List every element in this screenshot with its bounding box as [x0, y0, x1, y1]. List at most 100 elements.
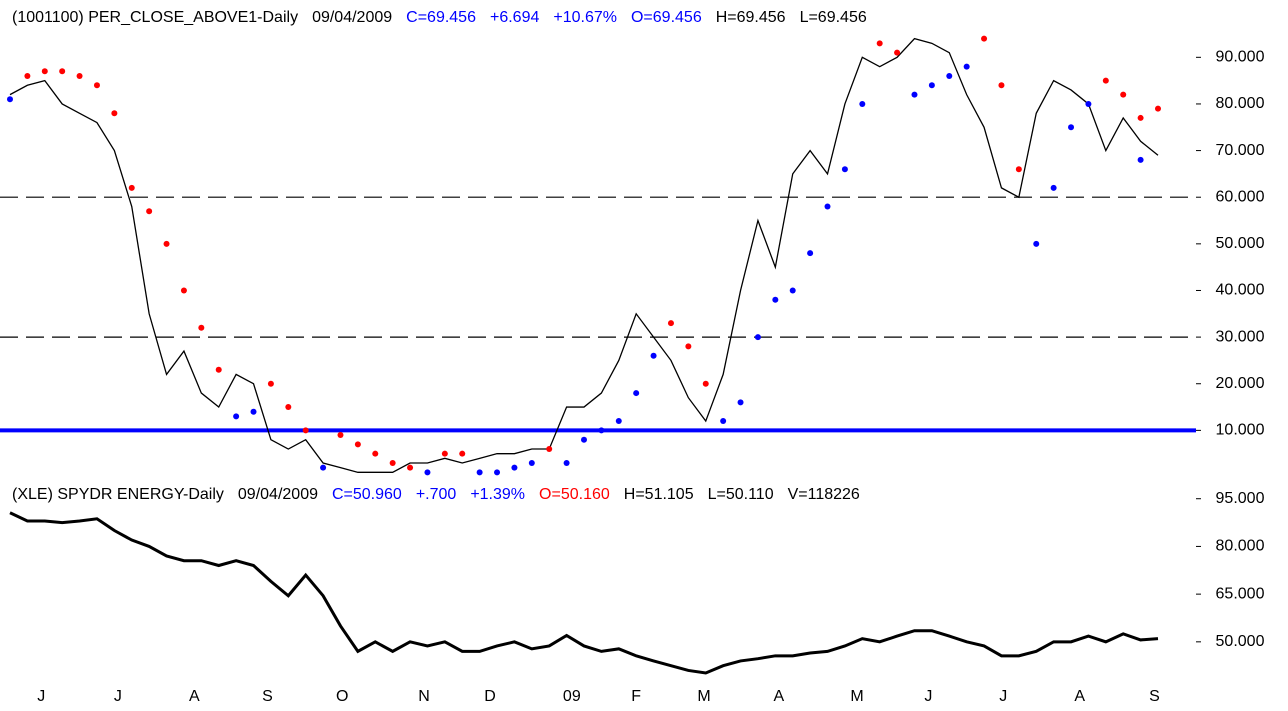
sar-dot: [459, 450, 466, 457]
x-tick-label: F: [631, 688, 641, 705]
price-line: [9, 511, 1159, 675]
header-item: L=69.456: [800, 9, 867, 26]
sar-dot: [928, 82, 935, 89]
sar-dot: [198, 324, 205, 331]
x-tick-label: M: [850, 688, 863, 705]
sar-dot: [667, 320, 674, 327]
header-item: C=69.456: [406, 9, 476, 26]
header-item: +10.67%: [553, 9, 617, 26]
sar-dot: [998, 82, 1005, 89]
sar-dot: [737, 399, 744, 406]
price-line: [9, 37, 1159, 473]
header-item: H=51.105: [624, 486, 694, 503]
header-item: 09/04/2009: [312, 9, 392, 26]
sar-dot: [824, 203, 831, 210]
x-tick-label: A: [189, 688, 200, 705]
sar-dot: [702, 380, 709, 387]
sar-dot: [372, 450, 379, 457]
sar-dot: [650, 352, 657, 359]
sar-dot: [946, 72, 953, 79]
x-tick-label: O: [336, 688, 348, 705]
sar-dot: [911, 91, 918, 98]
header-item: O=69.456: [631, 9, 702, 26]
y-tick-label: 50.000: [1216, 235, 1265, 252]
header-item: O=50.160: [539, 486, 610, 503]
sar-dot: [180, 287, 187, 294]
sar-dot: [233, 413, 240, 420]
sar-dot: [720, 418, 727, 425]
sar-dot: [1102, 77, 1109, 84]
y-tick-label: 70.000: [1216, 142, 1265, 159]
sar-dot: [320, 464, 327, 471]
sar-dot: [389, 460, 396, 467]
sar-dot: [807, 250, 814, 257]
x-tick-label: N: [418, 688, 430, 705]
sar-dot: [528, 460, 535, 467]
sar-dot: [441, 450, 448, 457]
y-tick-label: 10.000: [1216, 422, 1265, 439]
y-tick-label: 80.000: [1216, 95, 1265, 112]
header-item: H=69.456: [716, 9, 786, 26]
sar-dot: [894, 49, 901, 56]
sar-dot: [407, 464, 414, 471]
x-tick-label: S: [1149, 688, 1160, 705]
sar-dot: [93, 82, 100, 89]
sar-dot: [24, 72, 31, 79]
header-item: +6.694: [490, 9, 539, 26]
chart-header: (1001100) PER_CLOSE_ABOVE1-Daily 09/04/20…: [12, 9, 867, 26]
sar-dot: [511, 464, 518, 471]
header-item: +.700: [416, 486, 457, 503]
x-tick-label: J: [999, 688, 1007, 705]
x-tick-label: A: [1074, 688, 1085, 705]
sar-dot: [59, 68, 66, 75]
sar-dot: [563, 460, 570, 467]
sar-dot: [1137, 114, 1144, 121]
sar-dot: [615, 418, 622, 425]
chart-header: (XLE) SPYDR ENERGY-Daily 09/04/2009 C=50.9…: [12, 486, 860, 503]
sar-dot: [859, 100, 866, 107]
sar-dot: [1050, 184, 1057, 191]
sar-dot: [76, 72, 83, 79]
sar-dot: [41, 68, 48, 75]
sar-dot: [1137, 156, 1144, 163]
x-tick-label: J: [924, 688, 932, 705]
y-tick-label: 20.000: [1216, 375, 1265, 392]
y-tick-label: 40.000: [1216, 282, 1265, 299]
y-tick-label: 60.000: [1216, 188, 1265, 205]
y-tick-label: 90.000: [1216, 49, 1265, 66]
sar-dot: [163, 240, 170, 247]
sar-dot: [981, 35, 988, 42]
sar-dot: [354, 441, 361, 448]
sar-dot: [685, 343, 692, 350]
sar-dot: [1120, 91, 1127, 98]
sar-dot: [494, 469, 501, 476]
header-item: (XLE) SPYDR ENERGY-Daily: [12, 486, 224, 503]
header-item: +1.39%: [470, 486, 525, 503]
sar-dot: [1015, 166, 1022, 173]
sar-dot: [772, 296, 779, 303]
y-tick-label: 65.000: [1216, 585, 1265, 602]
sar-dot: [598, 427, 605, 434]
header-item: L=50.110: [708, 486, 774, 503]
x-tick-label: D: [484, 688, 496, 705]
sar-dot: [7, 96, 13, 103]
y-tick-label: 50.000: [1216, 633, 1265, 650]
sar-dot: [337, 432, 344, 439]
sar-dot: [633, 390, 640, 397]
header-item: (1001100) PER_CLOSE_ABOVE1-Daily: [12, 9, 298, 26]
x-tick-label: S: [262, 688, 273, 705]
sar-dot: [1068, 124, 1075, 131]
header-item: V=118226: [788, 486, 860, 503]
sar-dot: [1033, 240, 1040, 247]
sar-dot: [789, 287, 796, 294]
sar-dot: [267, 380, 274, 387]
sar-dot: [754, 334, 761, 341]
sar-dot: [111, 110, 118, 117]
sar-dot: [146, 208, 153, 215]
sar-dot: [302, 427, 309, 434]
sar-dot: [285, 404, 292, 411]
y-tick-label: 80.000: [1216, 538, 1265, 555]
x-tick-label: J: [114, 688, 122, 705]
y-tick-label: 95.000: [1216, 490, 1265, 507]
